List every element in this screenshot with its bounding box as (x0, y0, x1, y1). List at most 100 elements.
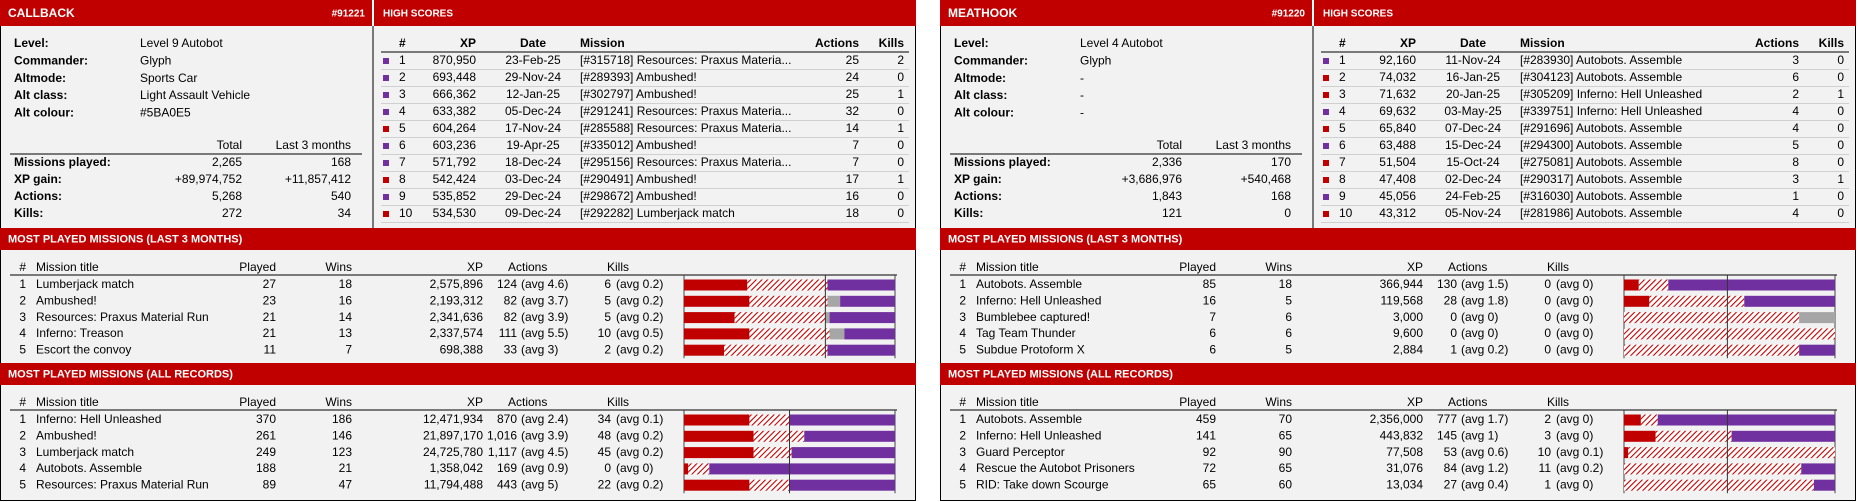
section-cell: 2 (19, 428, 26, 442)
team-marker (383, 194, 389, 200)
high-score-cell: 63,488 (1379, 138, 1416, 152)
bar-segment (829, 328, 845, 340)
section-cell: Autobots. Assemble (976, 412, 1082, 426)
section-cell: 1 (1544, 477, 1551, 491)
section-header: XP (467, 260, 483, 274)
section-cell: (avg 1.7) (1461, 412, 1508, 426)
section-cell: 1,358,042 (430, 461, 484, 475)
high-score-cell: 0 (1837, 121, 1844, 135)
player-name: CALLBACK (8, 6, 75, 20)
high-score-cell: 17 (846, 172, 860, 186)
high-score-cell: 71,632 (1379, 87, 1416, 101)
high-score-cell: 47,408 (1379, 172, 1416, 186)
section-cell: 65 (1279, 428, 1293, 442)
section-header: Kills (1547, 260, 1569, 274)
bar-segment (1668, 279, 1835, 291)
section-cell: 7 (345, 342, 352, 356)
section-cell: 2,575,896 (430, 277, 484, 291)
high-score-cell: 0 (897, 104, 904, 118)
high-score-cell: [#295156] Resources: Praxus Materia... (580, 155, 791, 169)
section-header: Played (239, 260, 276, 274)
section-cell: 3,000 (1393, 310, 1423, 324)
high-scores-title: HIGH SCORES (383, 9, 453, 20)
header-bar (0, 0, 916, 26)
section-cell: 65 (1203, 477, 1217, 491)
high-score-cell: 16 (846, 189, 860, 203)
profile-label: Commander: (954, 53, 1028, 67)
section-cell: (avg 0) (616, 461, 653, 475)
high-score-cell: 7 (1339, 155, 1346, 169)
high-score-cell: 633,382 (433, 104, 477, 118)
section-cell: (avg 0.2) (616, 342, 663, 356)
high-scores-header: Actions (815, 36, 859, 50)
section-cell: (avg 0) (1556, 326, 1593, 340)
high-scores-title: HIGH SCORES (1323, 9, 1393, 20)
high-score-cell: 18-Dec-24 (505, 155, 561, 169)
section-cell: 82 (504, 310, 518, 324)
bar-segment (1624, 479, 1814, 491)
section-cell: 22 (598, 477, 612, 491)
section-header: Played (239, 395, 276, 409)
high-score-cell: 666,362 (433, 87, 477, 101)
section-cell: 3 (19, 310, 26, 324)
bar-segment (1799, 344, 1835, 356)
high-score-cell: [#298672] Ambushed! (580, 189, 697, 203)
high-score-cell: 0 (1837, 155, 1844, 169)
section-cell: Autobots. Assemble (36, 461, 142, 475)
section-cell: Rescue the Autobot Prisoners (976, 461, 1135, 475)
high-score-cell: [#283930] Autobots. Assemble (1520, 53, 1682, 67)
section-cell: (avg 0) (1556, 477, 1593, 491)
bar-segment (1628, 447, 1835, 459)
high-score-cell: 74,032 (1379, 70, 1416, 84)
bar-segment (1624, 447, 1629, 459)
section-header: Mission title (976, 260, 1039, 274)
section-header: Kills (607, 395, 629, 409)
section-cell: Ambushed! (36, 428, 97, 442)
stats-label: Kills: (14, 206, 43, 220)
high-score-cell: 1 (399, 53, 406, 67)
bar-segment (789, 479, 895, 491)
section-cell: 0 (1544, 326, 1551, 340)
section-cell: 2 (1544, 412, 1551, 426)
section-cell: 31,076 (1386, 461, 1423, 475)
high-score-cell: 1 (897, 87, 904, 101)
player-id: #91221 (332, 9, 366, 20)
section-cell: 10 (1538, 445, 1552, 459)
high-score-cell: 20-Jan-25 (1446, 87, 1500, 101)
high-score-cell: [#316030] Autobots. Assemble (1520, 189, 1682, 203)
bar-segment (684, 430, 754, 442)
high-score-cell: 6 (399, 138, 406, 152)
section-cell: 85 (1203, 277, 1217, 291)
section-cell: 60 (1279, 477, 1293, 491)
section-cell: (avg 1.2) (1461, 461, 1508, 475)
bar-segment (1801, 463, 1835, 475)
section-cell: 2,337,574 (430, 326, 484, 340)
section-cell: 443,832 (1380, 428, 1424, 442)
bar-segment (709, 463, 895, 475)
high-scores-header: XP (460, 36, 476, 50)
section-cell: (avg 0) (1556, 293, 1593, 307)
high-score-cell: 1 (1837, 172, 1844, 186)
high-score-cell: 02-Dec-24 (1445, 172, 1501, 186)
section-cell: 45 (598, 445, 612, 459)
team-marker (383, 160, 389, 166)
bar-segment (804, 430, 895, 442)
team-marker (1323, 126, 1329, 132)
profile-value: Level 4 Autobot (1080, 36, 1163, 50)
section-cell: 48 (598, 428, 612, 442)
profile-value: - (1080, 88, 1084, 102)
section-cell: 2,341,636 (430, 310, 484, 324)
section-cell: 1 (19, 412, 26, 426)
section-cell: 77,508 (1386, 445, 1423, 459)
bar-segment (1655, 430, 1732, 442)
section-header: Kills (607, 260, 629, 274)
section-cell: 186 (332, 412, 352, 426)
section-cell: 11,794,488 (424, 477, 483, 491)
team-marker (1323, 160, 1329, 166)
high-score-cell: 92,160 (1379, 53, 1416, 67)
high-score-cell: 604,264 (433, 121, 477, 135)
section-cell: 130 (1437, 277, 1457, 291)
profile-label: Alt colour: (14, 105, 74, 119)
bar-segment (684, 279, 748, 291)
